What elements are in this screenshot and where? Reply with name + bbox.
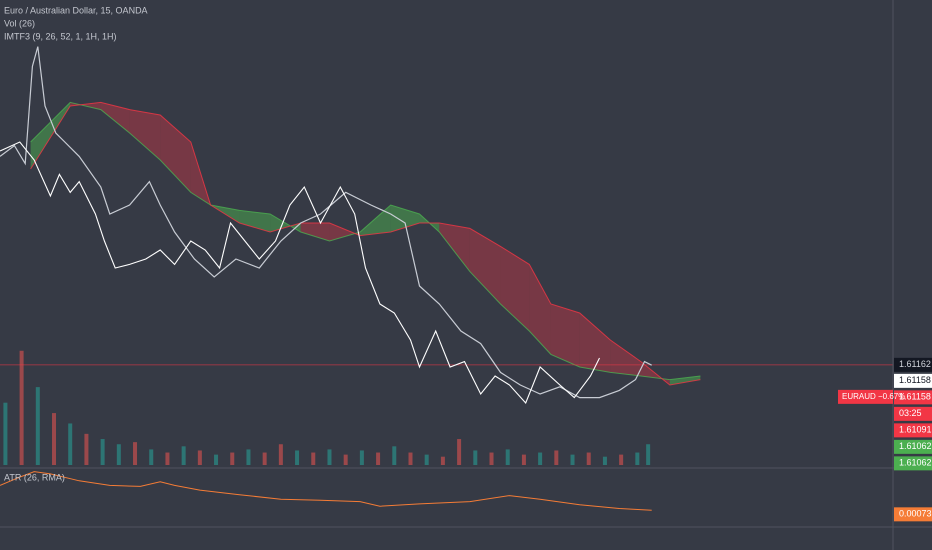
- volume-bar: [116, 444, 121, 465]
- price-tag-label: 1.61062: [899, 441, 932, 451]
- volume-bar: [214, 454, 219, 465]
- volume-bar: [100, 439, 105, 465]
- volume-bar: [149, 449, 154, 465]
- indicator-label: IMTF3 (9, 26, 52, 1, 1H, 1H): [4, 31, 117, 41]
- price-tag-label: 03:25: [899, 408, 922, 418]
- volume-label: Vol (26): [4, 18, 35, 28]
- symbol-tag-label: EURAUD −0.67%: [842, 392, 905, 401]
- volume-bar: [554, 450, 559, 465]
- volume-bar: [311, 452, 316, 465]
- volume-bar: [521, 454, 526, 465]
- volume-bar: [440, 456, 445, 465]
- cloud-line: [30, 101, 701, 386]
- volume-bar: [35, 387, 40, 465]
- volume-bar: [278, 444, 283, 465]
- volume-bar: [505, 449, 510, 465]
- volume-bar: [133, 442, 138, 465]
- cloud-line: [30, 101, 701, 381]
- symbol-tag: [838, 389, 893, 404]
- price-line: [0, 141, 600, 405]
- volume-bar: [52, 413, 57, 465]
- cloud-segment: [529, 264, 551, 355]
- volume-bar: [165, 452, 170, 465]
- price-tag: [894, 390, 932, 405]
- volume-bar: [376, 452, 381, 465]
- plot: [0, 46, 893, 511]
- cloud-segment: [100, 102, 130, 134]
- cloud-segment: [129, 109, 161, 161]
- chart-title: Euro / Australian Dollar, 15, OANDA: [4, 5, 148, 15]
- cloud-segment: [669, 376, 701, 386]
- price-tag: [894, 439, 932, 454]
- price-tag-label: 1.61158: [899, 375, 931, 385]
- atr-tag-label: 0.00073: [899, 509, 932, 519]
- axes: 1.61162 1.61158 1.61158 03:25 1.61091 1.61062…: [838, 357, 932, 522]
- cloud-segment: [160, 115, 191, 193]
- volume-bar: [197, 450, 202, 465]
- atr-tag: [894, 507, 932, 522]
- price-tag: [894, 373, 932, 388]
- volume-bar: [646, 444, 651, 465]
- cloud-segment: [439, 223, 470, 272]
- atr-line: [0, 471, 652, 511]
- volume-bar: [489, 452, 494, 465]
- volume-bar: [262, 452, 267, 465]
- cloud-segment: [610, 340, 641, 377]
- price-line: [0, 46, 652, 399]
- last-price-tag: [894, 357, 932, 372]
- volume-bar: [424, 454, 429, 465]
- volume-bar: [457, 439, 462, 465]
- volume-bar: [586, 452, 591, 465]
- volume-bar: [230, 452, 235, 465]
- volume-bar: [3, 402, 8, 465]
- volume-bar: [181, 446, 186, 465]
- cloud-segment: [390, 205, 420, 233]
- cloud-segment: [579, 313, 611, 373]
- cloud-segment: [550, 304, 580, 368]
- price-tag: [894, 423, 932, 438]
- price-tag-label: 1.61091: [899, 425, 932, 435]
- price-tag-label: 1.61158: [899, 392, 931, 402]
- volume-bar: [84, 433, 89, 465]
- volume-bar: [392, 446, 397, 465]
- atr-label: ATR (26, RMA): [4, 472, 65, 482]
- cloud-segment: [239, 210, 271, 233]
- volume-bar: [295, 450, 300, 465]
- volume-bar: [619, 454, 624, 465]
- volume-bar: [570, 454, 575, 465]
- cloud-segment: [329, 223, 361, 242]
- cloud-segment: [469, 228, 501, 305]
- volume-bar: [68, 423, 73, 465]
- cloud-segment: [360, 205, 391, 236]
- volume-bar: [327, 449, 332, 465]
- volume-bar: [343, 454, 348, 465]
- cloud-segment: [500, 246, 530, 332]
- volume-bar: [538, 452, 543, 465]
- last-price-tag-label: 1.61162: [899, 359, 931, 369]
- cloud-segment: [300, 223, 330, 242]
- price-tag-label: 1.61062: [899, 458, 932, 468]
- volume-bar: [635, 452, 640, 465]
- volume-bar: [473, 450, 478, 465]
- volume-bar: [19, 350, 24, 465]
- volume-bar: [602, 456, 607, 465]
- price-tag: [894, 456, 932, 471]
- volume-bar: [408, 452, 413, 465]
- volume-bar: [246, 449, 251, 465]
- price-tag: [894, 406, 932, 421]
- volume-bar: [359, 450, 364, 465]
